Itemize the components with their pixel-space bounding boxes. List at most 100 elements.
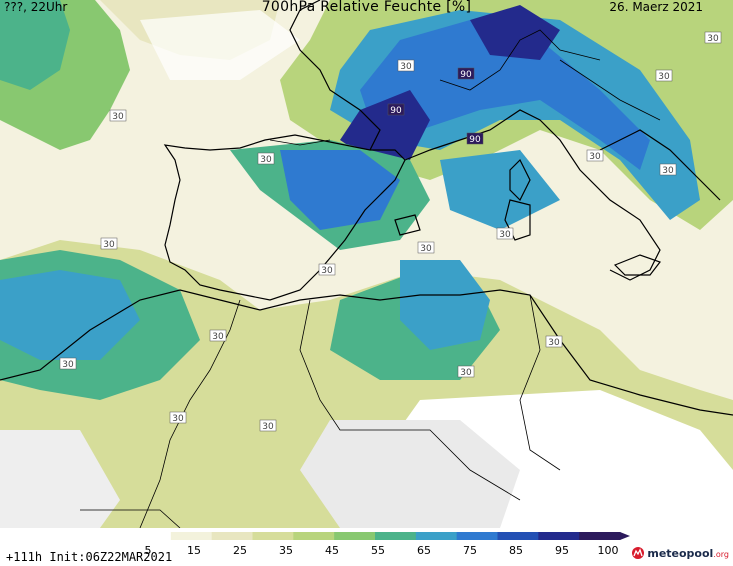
meteopool-logo-text: meteopool.org xyxy=(647,547,729,560)
legend-swatch xyxy=(334,532,376,540)
borders xyxy=(80,29,661,529)
map-canvas: 30 30 30 30 30 30 30 30 30 30 30 30 30 3… xyxy=(0,0,733,529)
contour-label-16: 30 xyxy=(548,338,560,348)
contour-label-13: 30 xyxy=(172,414,184,424)
contour-box-13 xyxy=(169,411,187,424)
humidity-map: 30 30 30 30 30 30 30 30 30 30 30 30 30 3… xyxy=(0,0,733,529)
humidity-area-iberia-core xyxy=(280,150,400,230)
humidity-area-atlantic-south-core xyxy=(0,270,140,360)
humidity-area-atlantic-core xyxy=(0,0,70,90)
legend-tick-label: 55 xyxy=(371,544,385,557)
contour-box-20 xyxy=(466,132,484,145)
pyrenees-border xyxy=(269,139,331,146)
contour-label-3: 30 xyxy=(260,155,272,165)
contour-box-17 xyxy=(659,163,677,176)
contour-box-18 xyxy=(457,67,475,80)
contour-box-3 xyxy=(257,152,275,165)
africa-coastline xyxy=(0,289,733,416)
humidity-area-max-1 xyxy=(340,90,430,160)
legend-swatch xyxy=(456,532,498,540)
morocco-border xyxy=(139,299,241,529)
alps-border xyxy=(439,29,601,91)
contour-label-7: 30 xyxy=(589,152,601,162)
legend-swatch xyxy=(130,532,172,540)
sardinia-coastline xyxy=(504,199,531,241)
contour-label-18: 90 xyxy=(460,70,472,80)
contour-box-19 xyxy=(387,103,405,116)
contour-box-11 xyxy=(209,329,227,342)
legend-arrow xyxy=(620,532,630,540)
forecast-date: 26. Maerz 2021 xyxy=(609,0,703,14)
iberia-coastline xyxy=(163,134,406,301)
logo-suffix: .org xyxy=(713,549,729,559)
forecast-time-label: ???, 22Uhr xyxy=(4,0,68,14)
color-legend: 5 15 25 35 45 55 65 75 85 95 100 xyxy=(0,528,733,566)
contour-label-17: 30 xyxy=(662,166,674,176)
dry-area-west xyxy=(0,430,120,528)
legend-swatch xyxy=(252,532,294,540)
meteopool-logo-icon xyxy=(632,547,645,559)
contour-labels xyxy=(59,31,722,432)
balearic-coastline xyxy=(394,214,421,236)
contour-box-2 xyxy=(397,59,415,72)
corsica-coastline xyxy=(509,158,531,202)
meteopool-logo[interactable]: meteopool.org xyxy=(631,546,729,560)
legend-swatch xyxy=(293,532,335,540)
legend-swatch xyxy=(497,532,539,540)
contour-label-12: 30 xyxy=(62,360,74,370)
contour-label-8: 30 xyxy=(499,230,511,240)
contour-label-4: 30 xyxy=(103,240,115,250)
init-time-label: +111h Init:06Z22MAR2021 xyxy=(6,550,173,564)
legend-tick-label: 75 xyxy=(463,544,477,557)
mauritania-border xyxy=(80,509,181,529)
contour-box-6 xyxy=(704,31,722,44)
coastlines xyxy=(0,0,733,416)
contour-label-6: 30 xyxy=(707,34,719,44)
humidity-area-europe-core xyxy=(360,20,650,170)
legend-swatch xyxy=(415,532,458,540)
legend-swatch xyxy=(170,532,213,540)
map-title: 700hPa Relative Feuchte [%] xyxy=(261,0,472,15)
legend-swatch xyxy=(538,532,580,540)
contour-texts: 30 30 30 30 30 30 30 30 30 30 30 30 30 3… xyxy=(62,34,719,432)
contour-label-1: 30 xyxy=(112,112,124,122)
dry-area-bay xyxy=(140,10,300,80)
contour-box-5 xyxy=(655,69,673,82)
legend-swatch xyxy=(579,532,621,540)
legend-swatch xyxy=(375,532,417,540)
contour-label-19: 90 xyxy=(390,106,402,116)
balkan-coastline xyxy=(599,129,721,201)
contour-box-15 xyxy=(457,365,475,378)
dry-area-sahara-grey xyxy=(300,420,520,528)
legend-swatch xyxy=(211,532,253,540)
contour-label-20: 90 xyxy=(469,135,481,145)
contour-box-1 xyxy=(109,109,127,122)
legend-bar: 5 15 25 35 45 55 65 75 85 95 100 xyxy=(130,532,630,557)
humidity-area-algeria-core xyxy=(400,260,490,350)
contour-label-5: 30 xyxy=(658,72,670,82)
tunisia-border xyxy=(519,294,561,471)
contour-box-7 xyxy=(586,149,604,162)
humidity-area-max-2 xyxy=(470,5,560,60)
contour-box-16 xyxy=(545,335,563,348)
legend-tick-label: 45 xyxy=(325,544,339,557)
contour-box-12 xyxy=(59,357,77,370)
legend-tick-label: 25 xyxy=(233,544,247,557)
legend-tick-label: 15 xyxy=(187,544,201,557)
contour-box-4 xyxy=(100,237,118,250)
balkan-border xyxy=(559,59,661,121)
legend-tick-label: 95 xyxy=(555,544,569,557)
contour-label-11: 30 xyxy=(212,332,224,342)
logo-name: meteopool xyxy=(647,546,714,560)
legend-tick-label: 5 xyxy=(145,544,152,557)
france-coastline xyxy=(289,0,381,151)
contour-box-14 xyxy=(259,419,277,432)
legend-tick-label: 65 xyxy=(417,544,431,557)
contour-label-15: 30 xyxy=(460,368,472,378)
italy-coastline xyxy=(404,109,661,281)
algeria-border xyxy=(299,299,521,501)
contour-label-10: 30 xyxy=(321,266,333,276)
contour-box-10 xyxy=(318,263,336,276)
contour-box-8 xyxy=(496,227,514,240)
